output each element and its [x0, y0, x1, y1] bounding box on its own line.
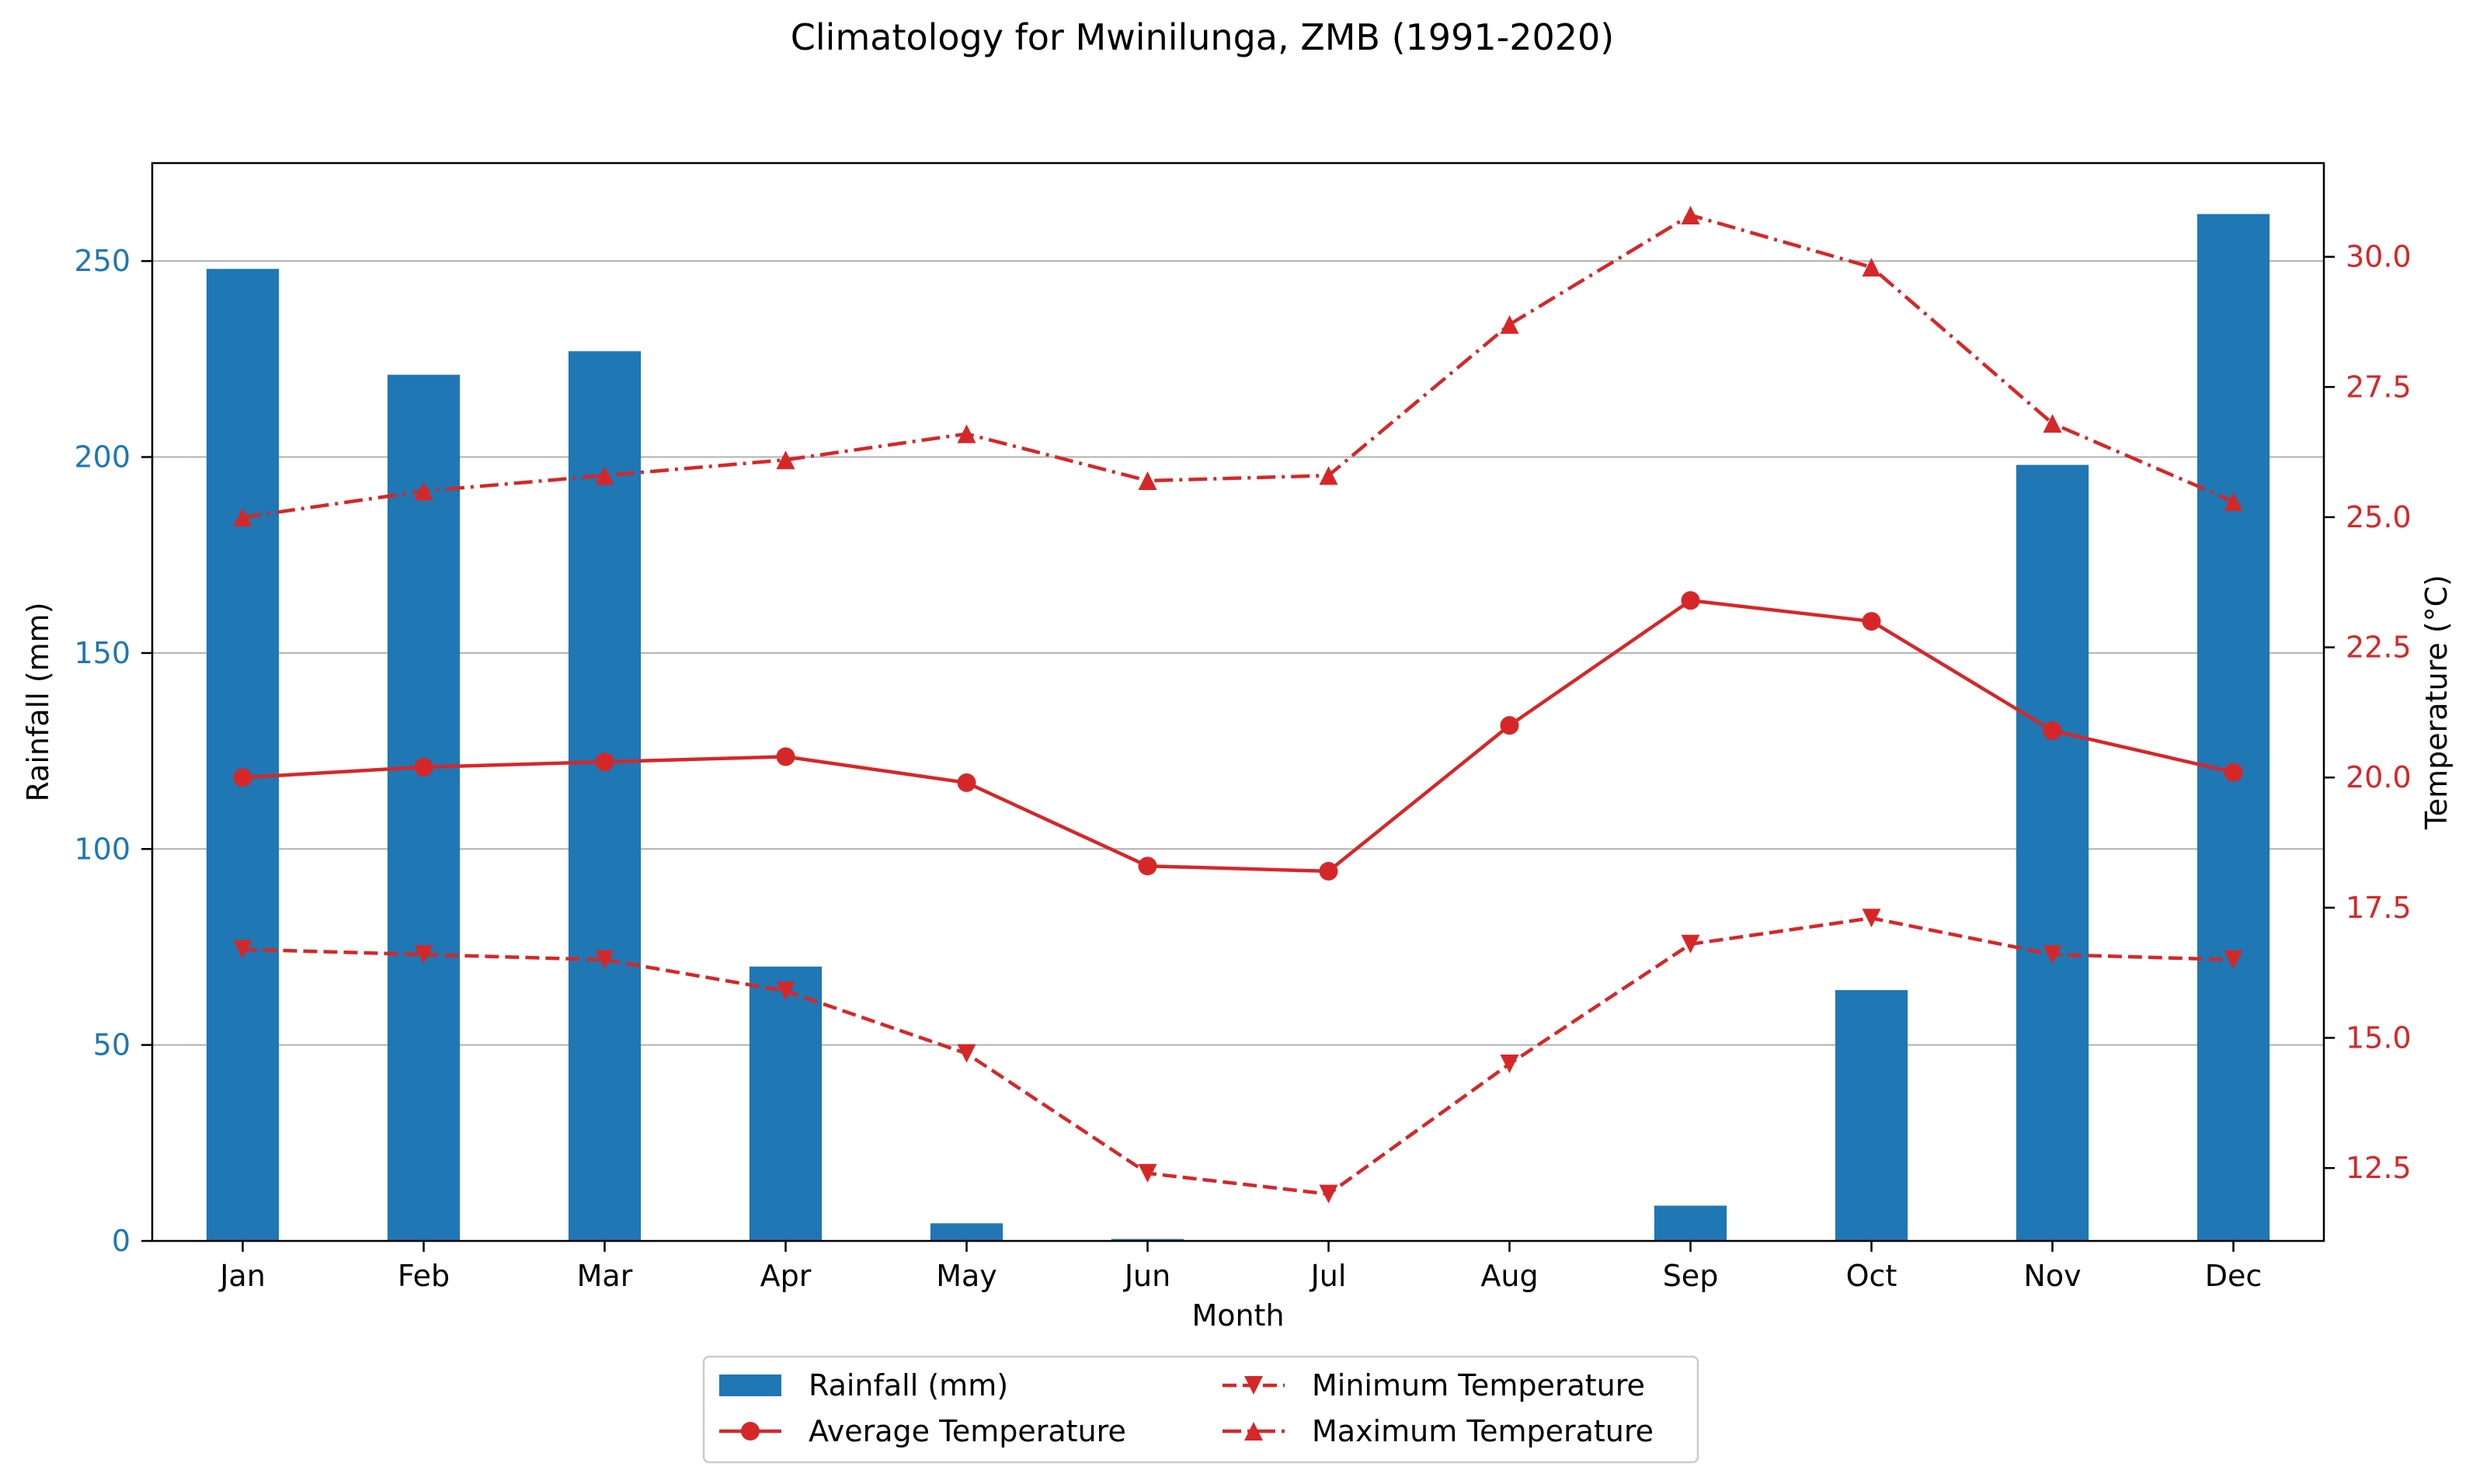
legend-entries: Rainfall (mm) Average Temperature Minimum … — [719, 1368, 1654, 1448]
x-axis-label: Month — [1191, 1298, 1284, 1333]
maximum-temperature-point — [2224, 492, 2243, 511]
x-tick-label: Jul — [1310, 1259, 1347, 1293]
maximum-temperature-point — [1138, 471, 1157, 491]
maximum-temperature-point — [233, 507, 252, 527]
average-temperature-point — [2224, 763, 2243, 782]
x-tick-label: Oct — [1846, 1259, 1897, 1293]
rainfall-bar — [1111, 1239, 1184, 1241]
legend-label-maximum-temperature: Maximum Temperature — [1312, 1414, 1654, 1448]
minimum-temperature-point — [1862, 909, 1881, 928]
legend: Rainfall (mm) Average Temperature Minimum … — [702, 1355, 1699, 1464]
left-tick-label: 250 — [74, 244, 130, 278]
maximum-temperature-point — [1500, 315, 1519, 334]
right-axis-label: Temperature (°C) — [2419, 575, 2454, 830]
maximum-temperature-point — [1681, 206, 1700, 225]
minimum-temperature-point — [2224, 950, 2243, 969]
temperature-lines — [233, 206, 2243, 1204]
left-tick-label: 200 — [74, 440, 130, 474]
maximum-temperature-point — [2043, 414, 2062, 433]
left-axis-label: Rainfall (mm) — [21, 602, 55, 801]
rainfall-bar — [1835, 989, 1908, 1241]
average-temperature-point — [1500, 716, 1519, 735]
maximum-temperature-point — [1862, 258, 1881, 277]
right-axis-ticks: 12.5 15.0 17.5 20.0 22.5 25.0 27.5 30.0 — [2324, 240, 2412, 1185]
x-axis-ticks: Jan Feb Mar Apr May Jun Jul Aug Sep Oct Nov Dec — [218, 1241, 2262, 1293]
right-tick-label: 17.5 — [2346, 891, 2412, 925]
x-tick-label: Jan — [218, 1259, 266, 1293]
maximum-temperature-point — [776, 450, 795, 470]
minimum-temperature-point — [595, 950, 614, 969]
average-temperature-point — [1681, 591, 1700, 610]
legend-marker-average-temperature — [741, 1422, 760, 1441]
maximum-temperature-point — [957, 424, 976, 443]
minimum-temperature-point — [233, 940, 252, 959]
left-tick-label: 50 — [93, 1028, 130, 1062]
left-tick-label: 150 — [74, 636, 130, 670]
legend-label-rainfall-mm: Rainfall (mm) — [809, 1368, 1008, 1402]
minimum-temperature-point — [1500, 1055, 1519, 1074]
legend-box — [702, 1355, 1699, 1464]
minimum-temperature-point — [414, 945, 433, 964]
minimum-temperature-point — [1681, 934, 1700, 954]
x-tick-label: Nov — [2023, 1259, 2081, 1293]
minimum-temperature-point — [1138, 1163, 1157, 1183]
average-temperature-point — [2043, 721, 2062, 740]
average-temperature-point — [233, 768, 252, 787]
rainfall-bar — [2197, 214, 2270, 1242]
left-axis-ticks: 0 50 100 150 200 250 — [74, 244, 152, 1258]
minimum-temperature-point — [2043, 945, 2062, 964]
legend-swatch-rainfall-mm — [719, 1375, 781, 1396]
x-tick-label: Sep — [1663, 1259, 1719, 1293]
maximum-temperature-point — [414, 481, 433, 501]
right-tick-label: 25.0 — [2346, 500, 2412, 534]
right-tick-label: 15.0 — [2346, 1020, 2412, 1055]
average-temperature-point — [1319, 861, 1338, 881]
minimum-temperature-point — [957, 1044, 976, 1063]
minimum-temperature-line — [242, 916, 2234, 1196]
rainfall-bar — [2016, 464, 2089, 1241]
chart-title: Climatology for Mwinilunga, ZMB (1991-20… — [791, 16, 1614, 58]
minimum-temperature-point — [1319, 1184, 1338, 1204]
rainfall-bars — [206, 214, 2270, 1242]
x-tick-label: Mar — [577, 1259, 633, 1293]
x-tick-label: May — [936, 1259, 997, 1293]
average-temperature-point — [776, 747, 795, 766]
legend-label-average-temperature: Average Temperature — [809, 1414, 1126, 1448]
x-tick-label: Jun — [1123, 1259, 1170, 1293]
right-tick-label: 22.5 — [2346, 631, 2412, 665]
minimum-temperature-point — [776, 982, 795, 1001]
average-temperature-point — [1138, 857, 1157, 876]
average-temperature-point — [595, 752, 614, 772]
average-temperature-point — [414, 757, 433, 777]
x-tick-label: Apr — [760, 1259, 812, 1293]
right-tick-label: 27.5 — [2346, 370, 2412, 404]
rainfall-bar — [206, 269, 280, 1241]
maximum-temperature-point — [1319, 466, 1338, 485]
x-tick-label: Dec — [2205, 1259, 2263, 1293]
rainfall-bar — [387, 374, 461, 1241]
right-tick-label: 30.0 — [2346, 240, 2412, 274]
legend-label-minimum-temperature: Minimum Temperature — [1312, 1368, 1645, 1402]
rainfall-bar — [930, 1223, 1003, 1241]
legend-marker-minimum-temperature — [1244, 1376, 1263, 1395]
right-tick-label: 12.5 — [2346, 1151, 2412, 1185]
rainfall-bar — [1654, 1205, 1727, 1241]
rainfall-bar — [568, 351, 642, 1242]
x-tick-label: Feb — [398, 1259, 450, 1293]
x-tick-label: Aug — [1480, 1259, 1538, 1293]
maximum-temperature-point — [595, 466, 614, 485]
average-temperature-point — [957, 773, 976, 792]
rainfall-bar — [749, 966, 823, 1241]
left-tick-label: 100 — [74, 832, 130, 866]
maximum-temperature-line — [242, 213, 2235, 520]
right-tick-label: 20.0 — [2346, 760, 2412, 794]
plot-frame — [151, 162, 2325, 1242]
left-tick-label: 0 — [112, 1224, 130, 1258]
legend-marker-maximum-temperature — [1244, 1422, 1263, 1441]
average-temperature-line — [242, 598, 2235, 874]
gridlines — [152, 260, 2324, 1242]
average-temperature-point — [1862, 612, 1881, 631]
